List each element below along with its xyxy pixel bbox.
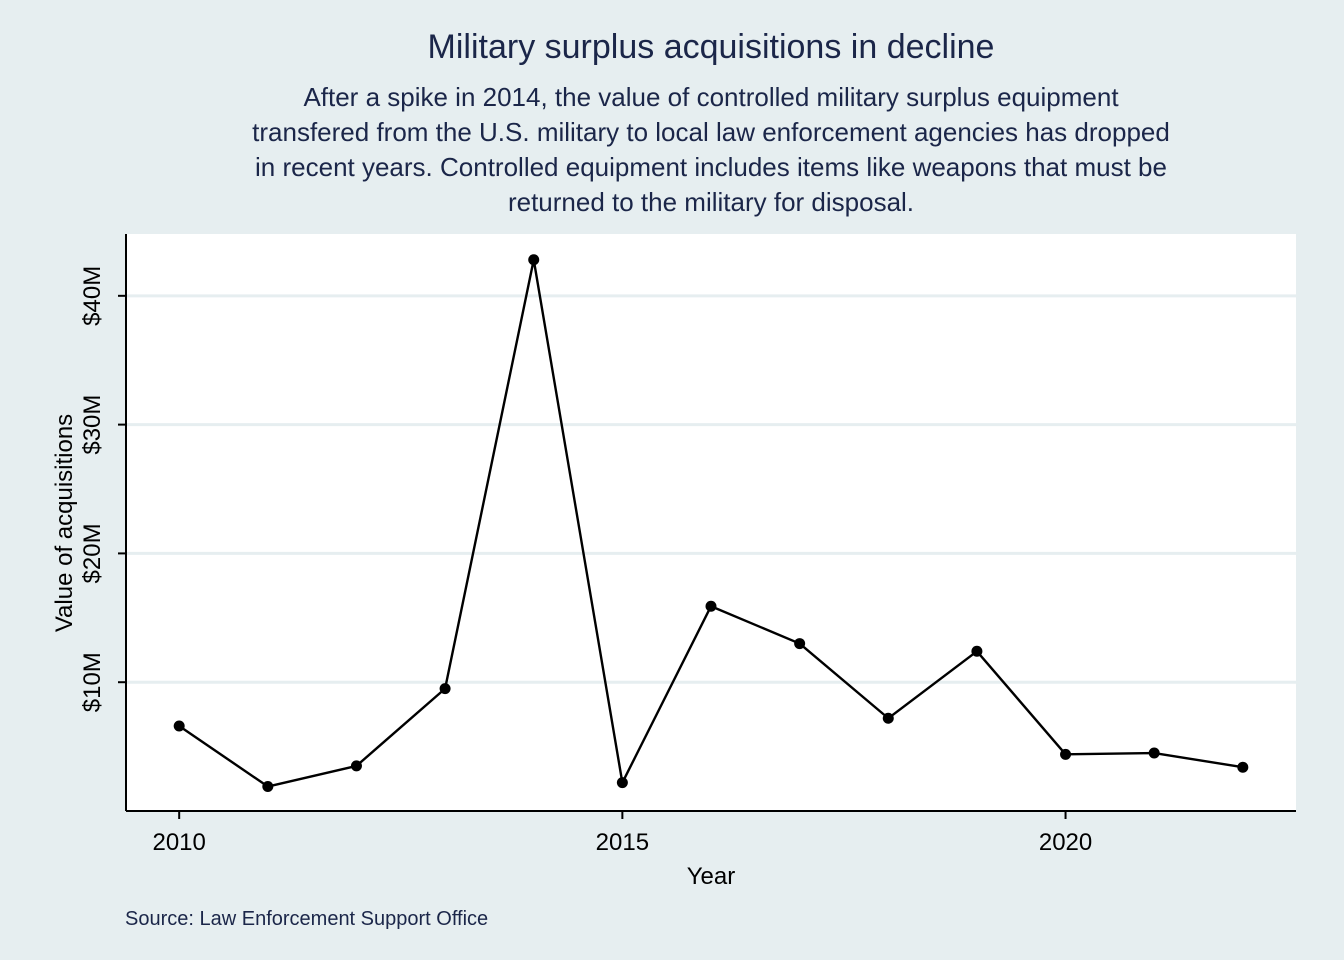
data-point [173,720,185,732]
source-note: Source: Law Enforcement Support Office [125,908,489,930]
x-tick-label: 2020 [1039,829,1092,856]
subtitle-line: transfered from the U.S. military to loc… [252,117,1170,147]
data-point [1060,748,1072,760]
axes [125,234,1296,812]
data-point [1237,761,1249,773]
data-point [262,781,274,793]
y-axis-label: Value of acquisitions [51,414,78,632]
subtitle-line: in recent years. Controlled equipment in… [255,152,1167,182]
data-point [794,638,806,650]
x-tick-label: 2010 [152,829,205,856]
data-point [705,600,717,612]
series-line [178,258,1244,788]
plot-area [126,234,1296,812]
subtitle-line: After a spike in 2014, the value of cont… [303,82,1119,112]
data-point [616,777,628,789]
data-point [1148,747,1160,759]
chart-title: Military surplus acquisitions in decline [427,28,995,66]
data-point [439,683,451,695]
x-tick-label: 2015 [596,829,649,856]
data-point [350,760,362,772]
y-tick-label: $10M [79,652,106,712]
subtitle-line: returned to the military for disposal. [507,187,915,217]
data-point [528,254,540,266]
data-point [882,712,894,724]
chart-subtitle: After a spike in 2014, the value of cont… [180,80,1242,220]
ticks: $10M $20M $30M $40M 2010 2015 2020 [79,266,1092,856]
x-axis-label: Year [687,863,736,890]
y-tick-label: $20M [79,523,106,583]
data-point [971,645,983,657]
series-layer [173,254,1249,793]
y-tick-label: $30M [79,395,106,455]
y-tick-label: $40M [79,266,106,326]
gridlines [126,294,1296,684]
